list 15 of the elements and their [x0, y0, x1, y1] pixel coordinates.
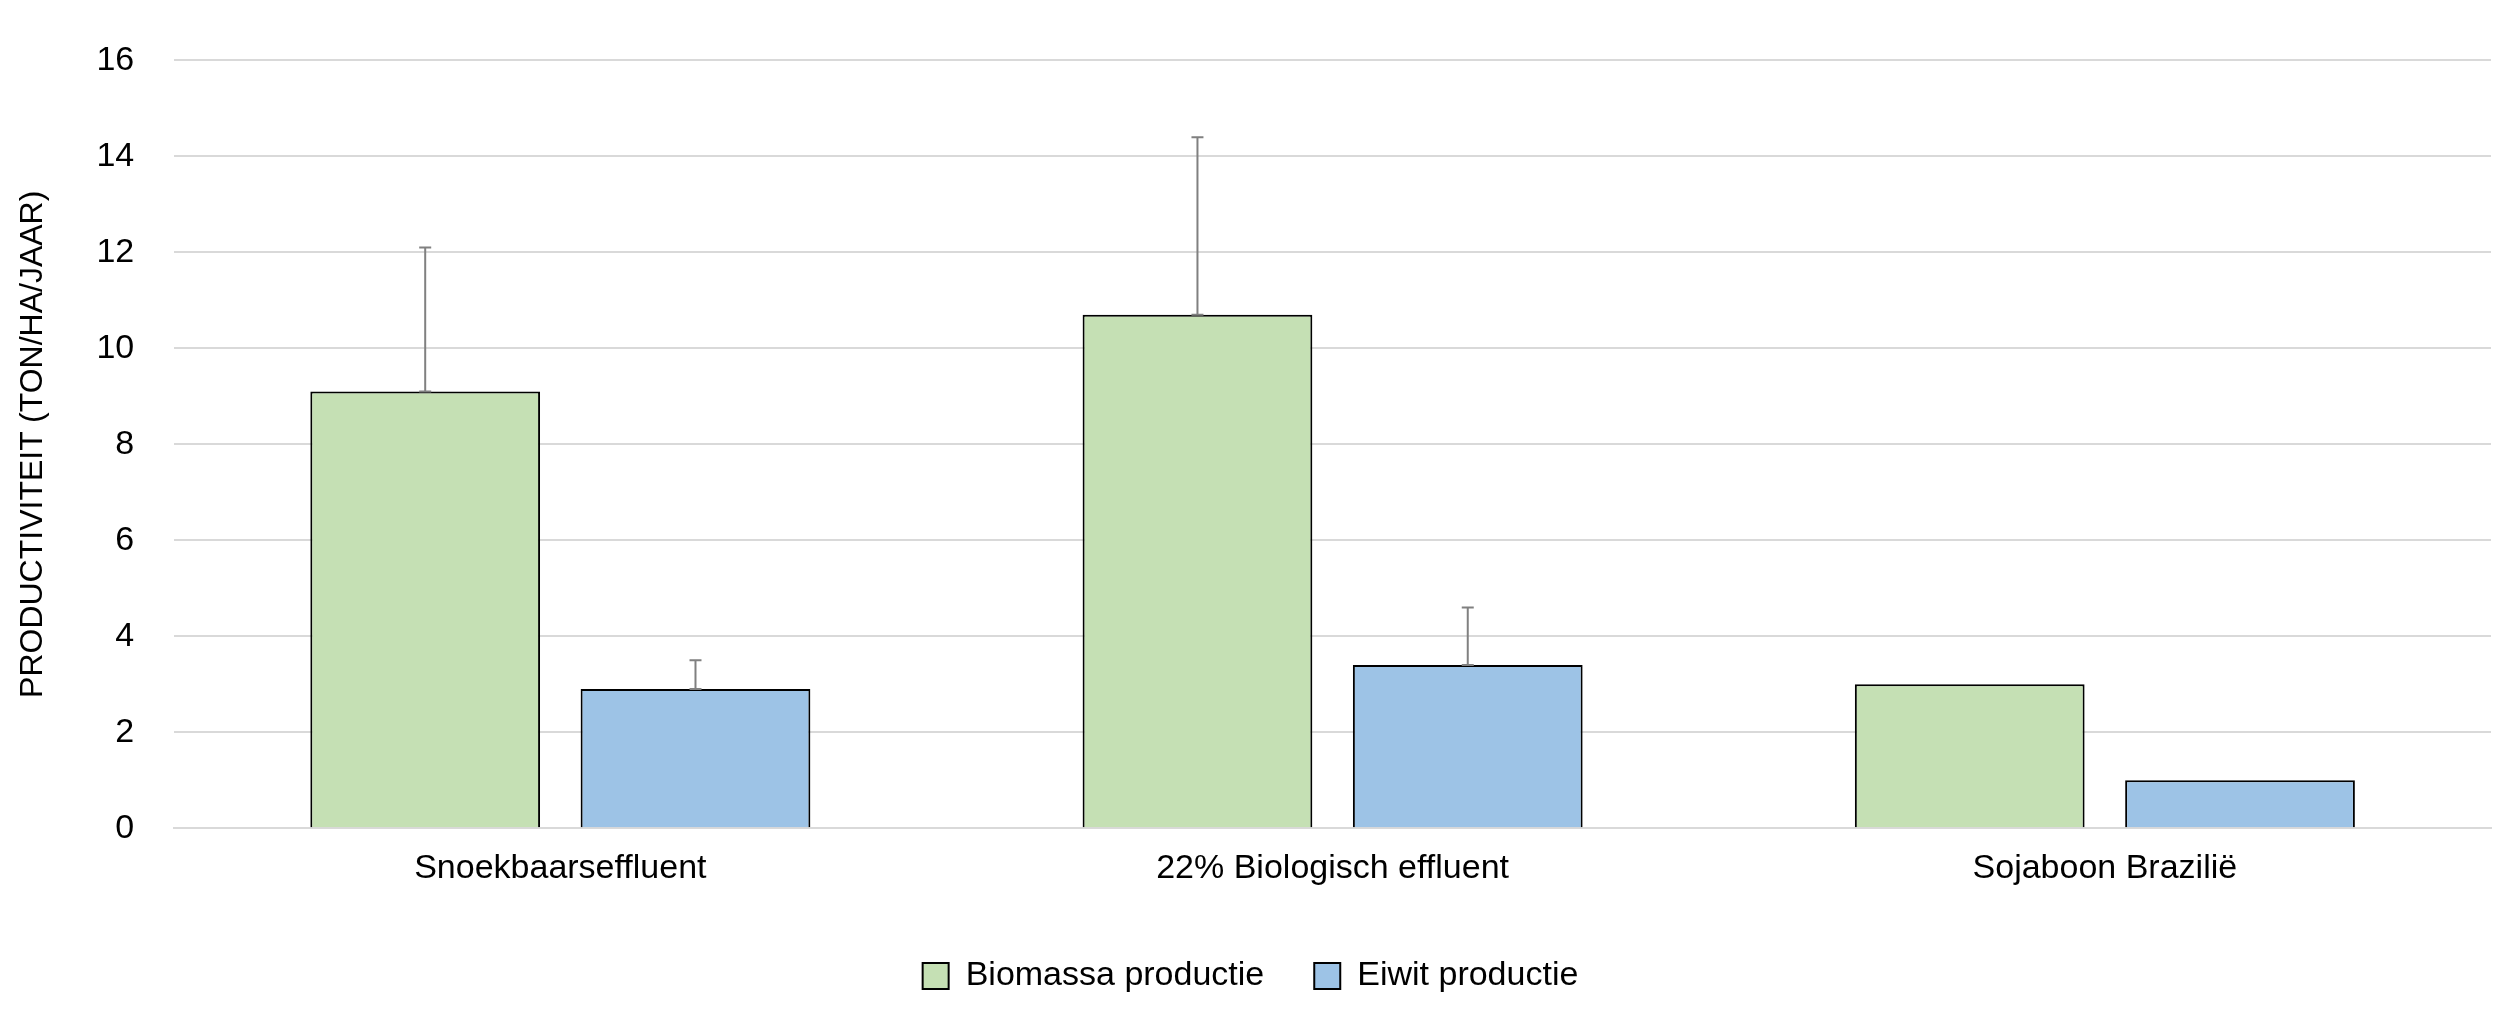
y-tick-label: 12 — [96, 230, 135, 269]
y-tick-label: 4 — [115, 614, 135, 653]
y-tick-label: 16 — [96, 38, 135, 77]
x-tick-label: 22% Biologisch effluent — [1156, 846, 1510, 885]
y-tick-label: 10 — [96, 326, 135, 365]
y-tick-label: 6 — [115, 518, 135, 557]
y-tick-label: 2 — [115, 710, 135, 749]
legend-label: Biomassa productie — [965, 954, 1265, 993]
y-tick-label: 14 — [96, 134, 135, 173]
y-axis-title: PRODUCTIVITEIT (TON/HA/JAAR) — [13, 190, 50, 698]
x-tick-label: Sojaboon Brazilië — [1972, 846, 2238, 885]
legend-label: Eiwit productie — [1357, 954, 1579, 993]
x-tick-label: Snoekbaarseffluent — [414, 846, 708, 885]
y-tick-label: 8 — [115, 422, 135, 461]
y-tick-label: 0 — [115, 806, 135, 845]
